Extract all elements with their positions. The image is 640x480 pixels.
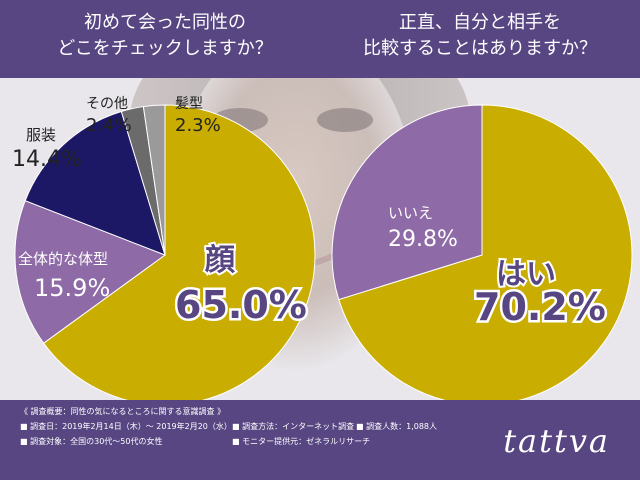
- pie0-label-1: 全体的な体型: [18, 250, 108, 268]
- right-chart-title: 正直、自分と相手を 比較することはありますか？: [330, 10, 630, 62]
- pie1-slice-1: [331, 104, 483, 301]
- pie0-value-4: 2.3%: [175, 115, 221, 136]
- survey-summary-title: 《 調査概要：同性の気になるところに関する意識調査 》: [20, 407, 226, 416]
- pie1-label-0: はい: [496, 257, 556, 292]
- pie0-label-0: 顔: [205, 243, 236, 278]
- pie0-value-2: 14.4%: [12, 147, 82, 172]
- pie0-label-3: その他: [86, 96, 128, 112]
- pie0-slice-4: [142, 104, 166, 256]
- pie0-value-1: 15.9%: [34, 274, 110, 302]
- pie1-label-1: いいえ: [388, 204, 433, 222]
- pie1-slice-0: [338, 104, 633, 400]
- pie0-slice-1: [14, 200, 167, 344]
- survey-provider: ■ モニター提供元：ゼネラルリサーチ: [232, 437, 371, 446]
- pie0-value-3: 2.4%: [86, 115, 132, 136]
- left-chart-title: 初めて会った同性の どこをチェックしますか？: [20, 10, 310, 62]
- pie0-slice-0: [42, 104, 316, 400]
- pie0-slice-2: [24, 110, 166, 256]
- brand-logo: tattva: [503, 422, 610, 460]
- survey-date: ■ 調査日：2019年2月14日（木）～ 2019年2月20（水）: [20, 422, 232, 431]
- survey-target: ■ 調査対象：全国の30代～50代の女性: [20, 437, 163, 446]
- pie1-value-1: 29.8%: [388, 227, 458, 252]
- pie0-label-4: 髪型: [175, 96, 203, 112]
- pie0-label-2: 服装: [26, 126, 56, 144]
- footer-band: 《 調査概要：同性の気になるところに関する意識調査 》 ■ 調査日：2019年2…: [0, 400, 640, 480]
- header-band: [0, 0, 640, 78]
- right-title-line1: 正直、自分と相手を: [399, 12, 561, 33]
- pie1-value-0: 70.2%: [474, 285, 606, 329]
- pie0-value-0: 65.0%: [175, 283, 307, 327]
- survey-method: ■ 調査方法：インターネット調査: [232, 422, 355, 431]
- left-title-line2: どこをチェックしますか？: [57, 38, 273, 59]
- left-title-line1: 初めて会った同性の: [84, 12, 246, 33]
- pie-chart-check-points: 顔 65.0% 全体的な体型 15.9% 服装 14.4% その他 2.4% 髪型 2.3%: [12, 96, 316, 400]
- right-title-line2: 比較することはありますか？: [363, 38, 597, 59]
- survey-count: ■ 調査人数：1,088人: [356, 422, 438, 431]
